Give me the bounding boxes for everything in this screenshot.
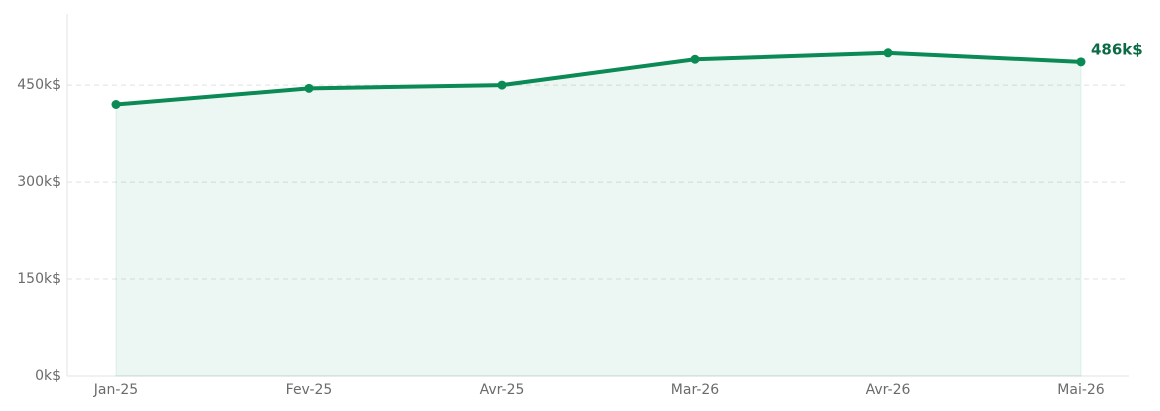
y-tick-label: 300k$	[17, 174, 61, 190]
line	[115, 50, 1082, 107]
x-tick-label: Avr-26	[866, 382, 911, 398]
x-tick-label: Mai-26	[1057, 382, 1105, 398]
point	[497, 80, 507, 90]
point	[883, 48, 893, 58]
y-tick-label: 0k$	[35, 368, 61, 384]
point	[690, 54, 700, 64]
value-label: 486k$	[1091, 40, 1143, 58]
point	[111, 100, 121, 109]
y-tick-label: 450k$	[17, 77, 61, 93]
x-tick-label: Mar-26	[671, 382, 719, 398]
point	[304, 83, 314, 93]
x-tick-label: Jan-25	[93, 382, 138, 398]
y-tick-label: 150k$	[17, 271, 61, 287]
point	[1076, 57, 1086, 67]
x-tick-label: Fev-25	[286, 382, 333, 398]
area-fill	[115, 52, 1082, 377]
x-tick-label: Avr-25	[480, 382, 525, 398]
